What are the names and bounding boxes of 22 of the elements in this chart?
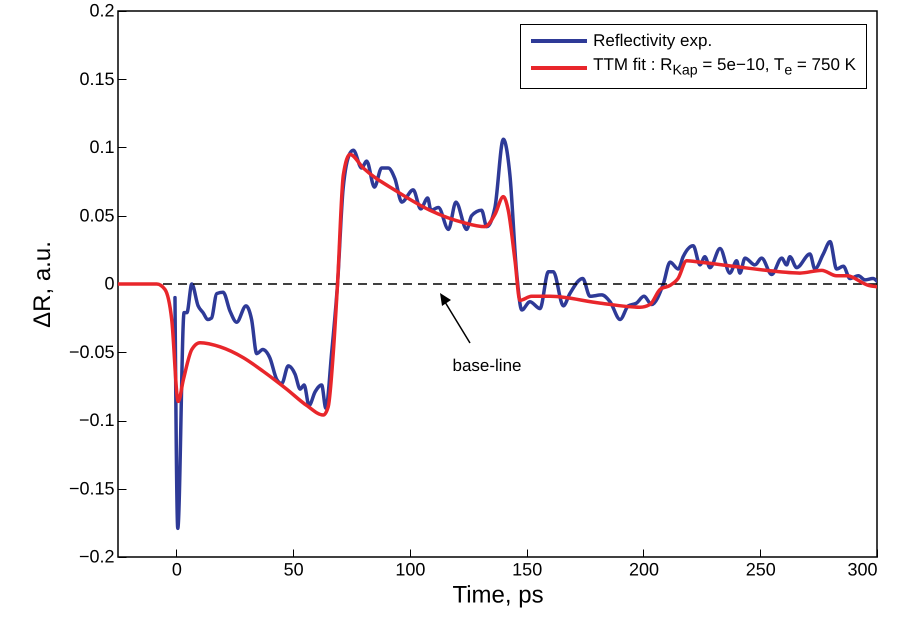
- x-axis-title: Time, ps: [452, 582, 544, 608]
- y-tick-label: 0.15: [79, 68, 114, 89]
- y-tick-label: 0.05: [79, 205, 114, 226]
- y-tick-label: −0.1: [78, 410, 114, 430]
- line-series: [118, 152, 877, 417]
- legend-label: TTM fit : R$_{Kap}$ = 5e−10, T$_{e}$ = 750 K: [593, 54, 856, 80]
- y-axis-title: ΔR, a.u.: [28, 241, 56, 328]
- y-tick-label: 0: [104, 274, 114, 294]
- x-tick-label: 300: [847, 560, 878, 580]
- legend-label: Reflectivity exp.: [593, 30, 712, 52]
- y-tick-label: −0.15: [68, 478, 114, 498]
- y-tick-label: 0.2: [89, 0, 114, 20]
- y-tick-label: −0.05: [68, 342, 114, 362]
- x-tick-label: 100: [395, 560, 426, 580]
- y-tick-label: 0.1: [89, 137, 114, 157]
- x-tick-label: 250: [746, 560, 776, 580]
- x-tick-label: 200: [628, 560, 659, 580]
- x-tick-label: 50: [284, 560, 304, 580]
- y-tick-label: −0.2: [78, 546, 114, 566]
- x-tick-label: 150: [512, 560, 542, 580]
- annotation: base-line: [452, 356, 522, 375]
- x-tick-label: 0: [172, 560, 182, 580]
